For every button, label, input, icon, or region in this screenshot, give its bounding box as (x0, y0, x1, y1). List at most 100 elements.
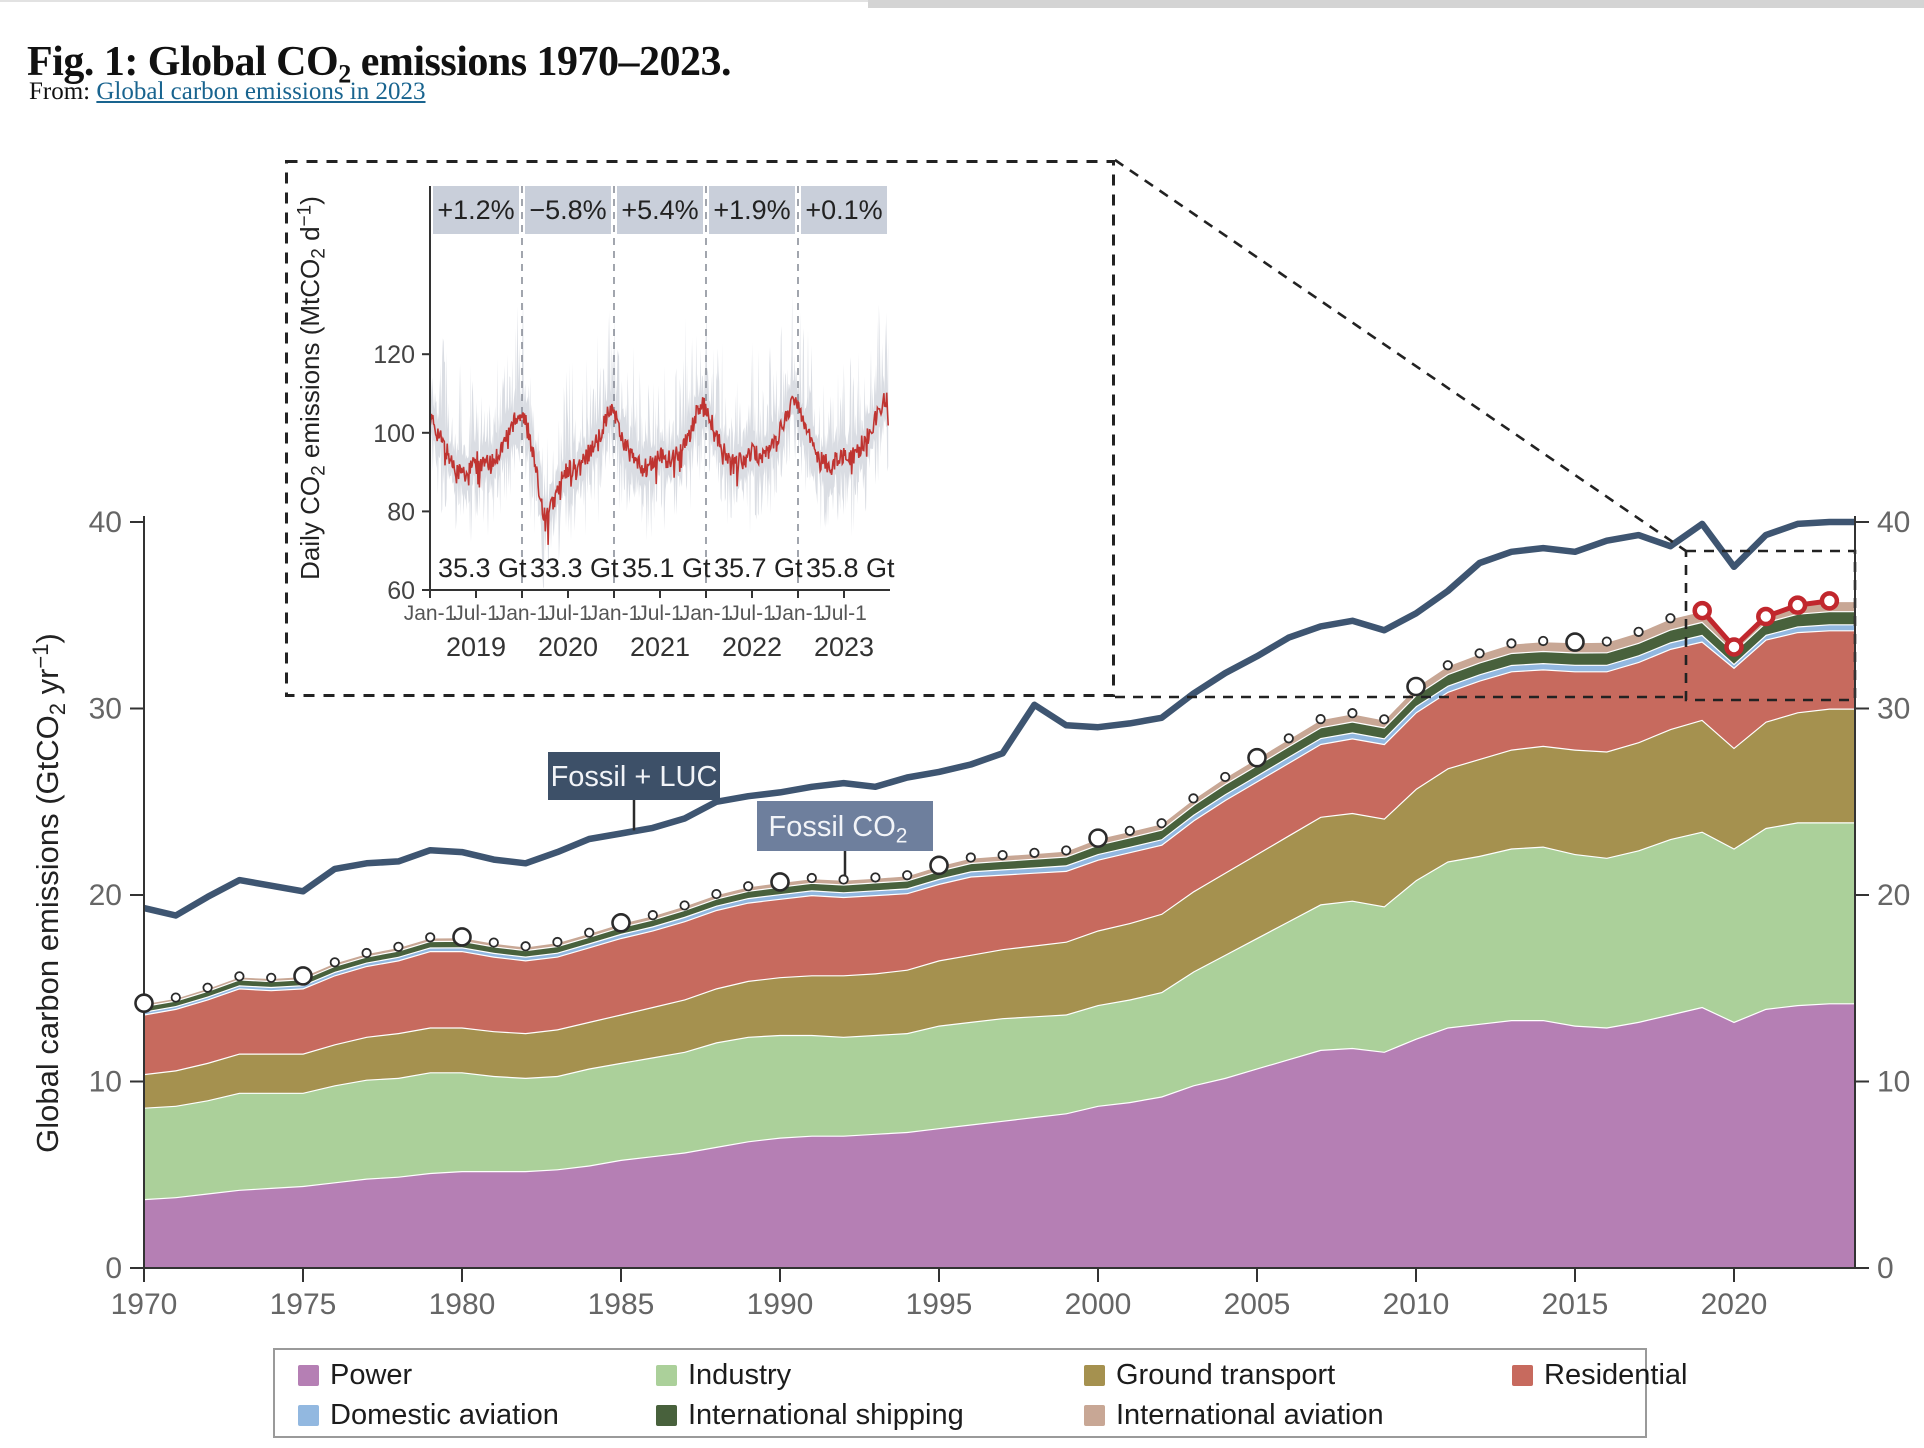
inset-x-tick: Jul-1 (545, 602, 591, 625)
fossil-co2-marker-2009 (1379, 714, 1390, 725)
recent-marker-2021 (1756, 606, 1776, 627)
x-tick: 1995 (906, 1288, 973, 1321)
legend-swatch (1512, 1364, 1533, 1386)
y-tick-right: 20 (1877, 879, 1910, 912)
y-tick-right: 30 (1877, 693, 1910, 726)
x-tick: 2020 (1701, 1288, 1768, 1321)
fossil-co2-marker-2002 (1156, 818, 1167, 829)
x-tick: 1980 (429, 1288, 496, 1321)
fossil-co2-marker-1973 (234, 971, 245, 982)
legend-item-power: Power (298, 1359, 656, 1392)
fossil-luc-label-box (548, 752, 720, 800)
source-prefix: From: (29, 78, 97, 105)
fossil-co2-marker-2012 (1474, 648, 1485, 659)
fossil-co2-marker-1989 (743, 881, 754, 892)
inset-x-tick: Jul-1 (453, 602, 499, 625)
fossil-co2-marker-2007 (1315, 714, 1326, 725)
inset-y-tick: 120 (373, 341, 415, 369)
fossil-plus-luc-line (143, 518, 1855, 919)
page-top-scrollbar-strip (868, 0, 1924, 8)
fossil-co2-marker-2011 (1442, 660, 1453, 671)
annual-total-label: 35.1 Gt (622, 553, 711, 583)
fossil-co2-marker-2015 (1565, 632, 1585, 652)
legend-label: Domestic aviation (330, 1398, 559, 1431)
x-tick: 2005 (1224, 1288, 1291, 1321)
legend-item-international-shipping: International shipping (656, 1399, 1084, 1432)
pct-change-box (801, 186, 887, 234)
inset-x-tick: Jan-1 (404, 602, 457, 625)
annual-total-label: 33.3 Gt (530, 553, 619, 583)
legend-swatch (1084, 1404, 1105, 1426)
pct-change-box (709, 186, 795, 234)
pct-change-box (433, 186, 519, 234)
inset-x-tick: Jan-1 (772, 602, 825, 625)
annual-total-label: 35.7 Gt (714, 553, 803, 583)
fossil-co2-marker-1992 (838, 874, 849, 885)
inset-y-tick: 100 (373, 420, 415, 448)
inset-year-label: 2020 (538, 632, 598, 662)
y-tick-right: 40 (1877, 506, 1910, 539)
inset-y-axis-label: Daily CO2 emissions (MtCO2 d−1) (295, 196, 330, 580)
inset-x-tick: Jul-1 (729, 602, 775, 625)
pct-change-label: +1.9% (713, 195, 790, 225)
legend-item-industry: Industry (656, 1359, 1084, 1392)
recent-marker-2023 (1819, 591, 1840, 611)
legend-label: Power (330, 1358, 413, 1391)
pct-change-box (525, 186, 611, 234)
figure-source: From: Global carbon emissions in 2023 (29, 78, 426, 106)
y-tick-left: 0 (105, 1252, 122, 1285)
inset-x-tick: Jul-1 (637, 602, 683, 625)
area-residential (144, 630, 1855, 1074)
fossil-co2-marker-1970 (134, 993, 154, 1013)
pct-change-box (617, 186, 703, 234)
y-tick-right: 10 (1877, 1066, 1910, 1099)
pct-change-label: +1.2% (437, 195, 514, 225)
legend-item-domestic-aviation: Domestic aviation (298, 1399, 656, 1432)
fossil-co2-marker-1998 (1029, 847, 1040, 858)
fossil-co2-marker-2014 (1538, 635, 1549, 647)
fossil-co2-marker-2001 (1124, 825, 1135, 836)
pct-change-label: −5.8% (529, 195, 606, 225)
fossil-co2-marker-1991 (806, 872, 817, 884)
pct-change-label: +0.1% (805, 195, 882, 225)
legend-item-international-aviation: International aviation (1084, 1399, 1512, 1432)
fossil-co2-marker-1981 (488, 937, 499, 948)
fossil-co2-marker-2000 (1088, 828, 1108, 848)
x-tick: 1970 (111, 1288, 178, 1321)
fossil-co2-marker-1999 (1061, 845, 1072, 856)
fossil-co2-marker-1985 (611, 912, 631, 933)
fossil-co2-marker-2008 (1347, 708, 1358, 719)
inset-year-label: 2019 (446, 632, 506, 662)
recent-marker-2020 (1724, 637, 1744, 657)
fossil-co2-marker-2017 (1633, 626, 1644, 637)
legend-swatch (656, 1364, 677, 1386)
source-link[interactable]: Global carbon emissions in 2023 (96, 78, 426, 105)
legend-label: International aviation (1116, 1398, 1384, 1431)
fossil-co2-marker-2010 (1406, 676, 1426, 697)
legend-swatch (298, 1404, 319, 1426)
fossil-co2-marker-1979 (425, 932, 436, 943)
inset-year-label: 2023 (814, 632, 874, 662)
daily-emissions-line (429, 392, 889, 545)
fossil-co2-marker-1994 (902, 870, 913, 881)
chart-legend: Power Industry Ground transport Residential… (273, 1348, 1687, 1438)
fossil-co2-marker-1972 (202, 982, 213, 993)
pct-change-label: +5.4% (621, 195, 698, 225)
fossil-co2-marker-1978 (393, 941, 404, 952)
y-tick-left: 10 (89, 1066, 122, 1099)
fossil-co2-marker-1984 (584, 927, 595, 938)
fossil-co2-marker-1997 (997, 849, 1008, 861)
fossil-co2-marker-1975 (293, 966, 313, 986)
recent-marker-2022 (1787, 595, 1808, 615)
fossil-co2-marker-2005 (1247, 747, 1267, 768)
fossil-co2-label-box (757, 801, 933, 851)
x-tick: 1975 (270, 1288, 337, 1321)
annual-total-label: 35.8 Gt (806, 553, 895, 583)
y-tick-right: 0 (1877, 1252, 1894, 1285)
fossil-co2-marker-1980 (452, 927, 472, 947)
fossil-co2-marker-2006 (1283, 733, 1294, 744)
fossil-co2-marker-1986 (647, 910, 658, 921)
fossil-co2-marker-1974 (266, 972, 277, 983)
fossil-co2-marker-1983 (552, 936, 563, 948)
